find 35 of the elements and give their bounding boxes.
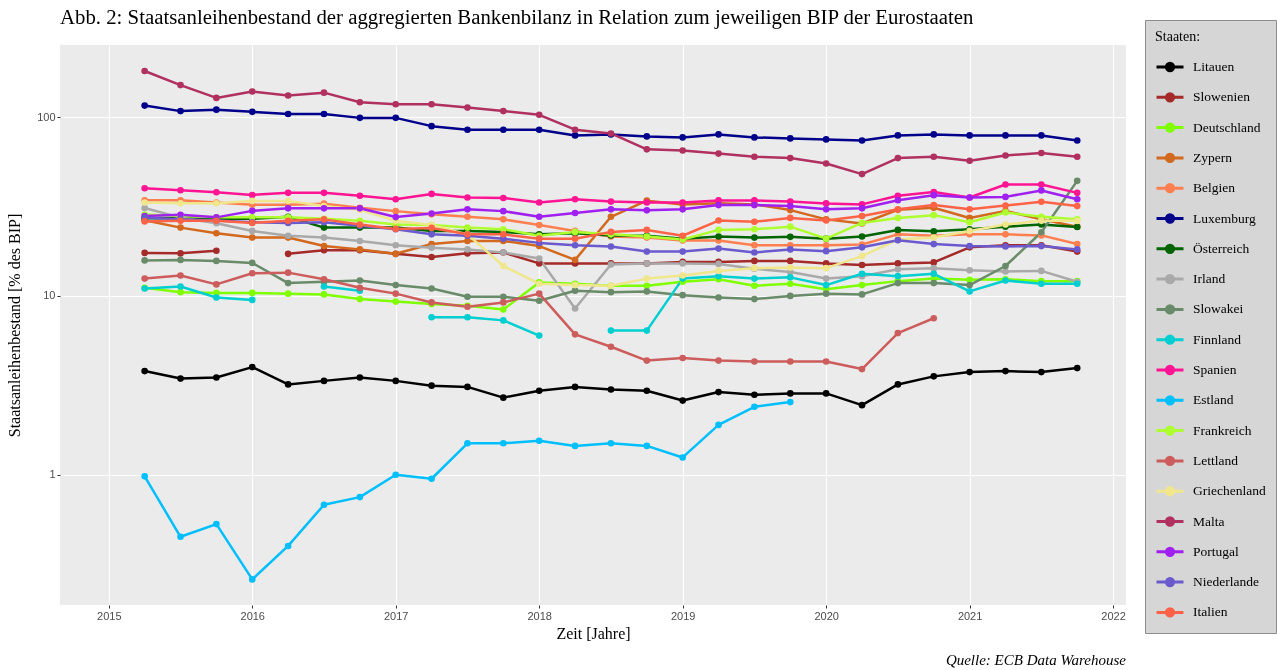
legend-label: Estland — [1193, 392, 1234, 408]
legend-label: Litauen — [1193, 59, 1235, 74]
legend-label: Zypern — [1193, 149, 1233, 165]
source-note: Quelle: ECB Data Warehouse — [945, 652, 1127, 668]
legend-label: Slowakei — [1193, 301, 1244, 317]
legend-label: Belgien — [1193, 180, 1236, 196]
y-tick-label: 100 — [37, 110, 56, 123]
y-axis-title: Staatsanleihenbestand [% des BIP] — [6, 213, 24, 438]
legend-label: Deutschland — [1193, 119, 1261, 135]
legend-label: Luxemburg — [1193, 210, 1256, 226]
legend-title: Staaten: — [1155, 29, 1201, 44]
legend-label: Irland — [1193, 271, 1226, 287]
x-axis-title: Zeit [Jahre] — [556, 624, 631, 642]
legend-label: Slowenien — [1193, 89, 1251, 105]
legend-label: Malta — [1193, 513, 1225, 529]
legend-label: Österreich — [1193, 240, 1250, 256]
legend-label: Spanien — [1193, 362, 1237, 377]
x-tick-label: 2021 — [957, 609, 983, 622]
x-tick-label: 2016 — [240, 609, 265, 622]
legend-label: Finnland — [1193, 331, 1242, 347]
y-tick-label: 10 — [43, 289, 56, 302]
legend-label: Niederlande — [1193, 574, 1259, 590]
y-tick-label: 1 — [49, 468, 56, 481]
legend-label: Frankreich — [1193, 422, 1252, 438]
x-tick-label: 2015 — [97, 609, 122, 622]
x-tick-label: 2018 — [527, 609, 552, 622]
legend-label: Griechenland — [1193, 483, 1266, 499]
legend-label: Lettland — [1193, 452, 1239, 468]
x-tick-label: 2022 — [1101, 609, 1126, 622]
x-tick-label: 2017 — [383, 609, 409, 622]
x-tick-label: 2020 — [814, 609, 839, 622]
chart-title: Abb. 2: Staatsanleihenbestand der aggregierten Bankenbilanz in Relation zum jeweiligen BIP der Eurostaaten — [60, 4, 975, 29]
legend-label: Italien — [1193, 604, 1228, 620]
legend-label: Portugal — [1193, 543, 1239, 559]
x-tick-label: 2019 — [670, 609, 696, 622]
